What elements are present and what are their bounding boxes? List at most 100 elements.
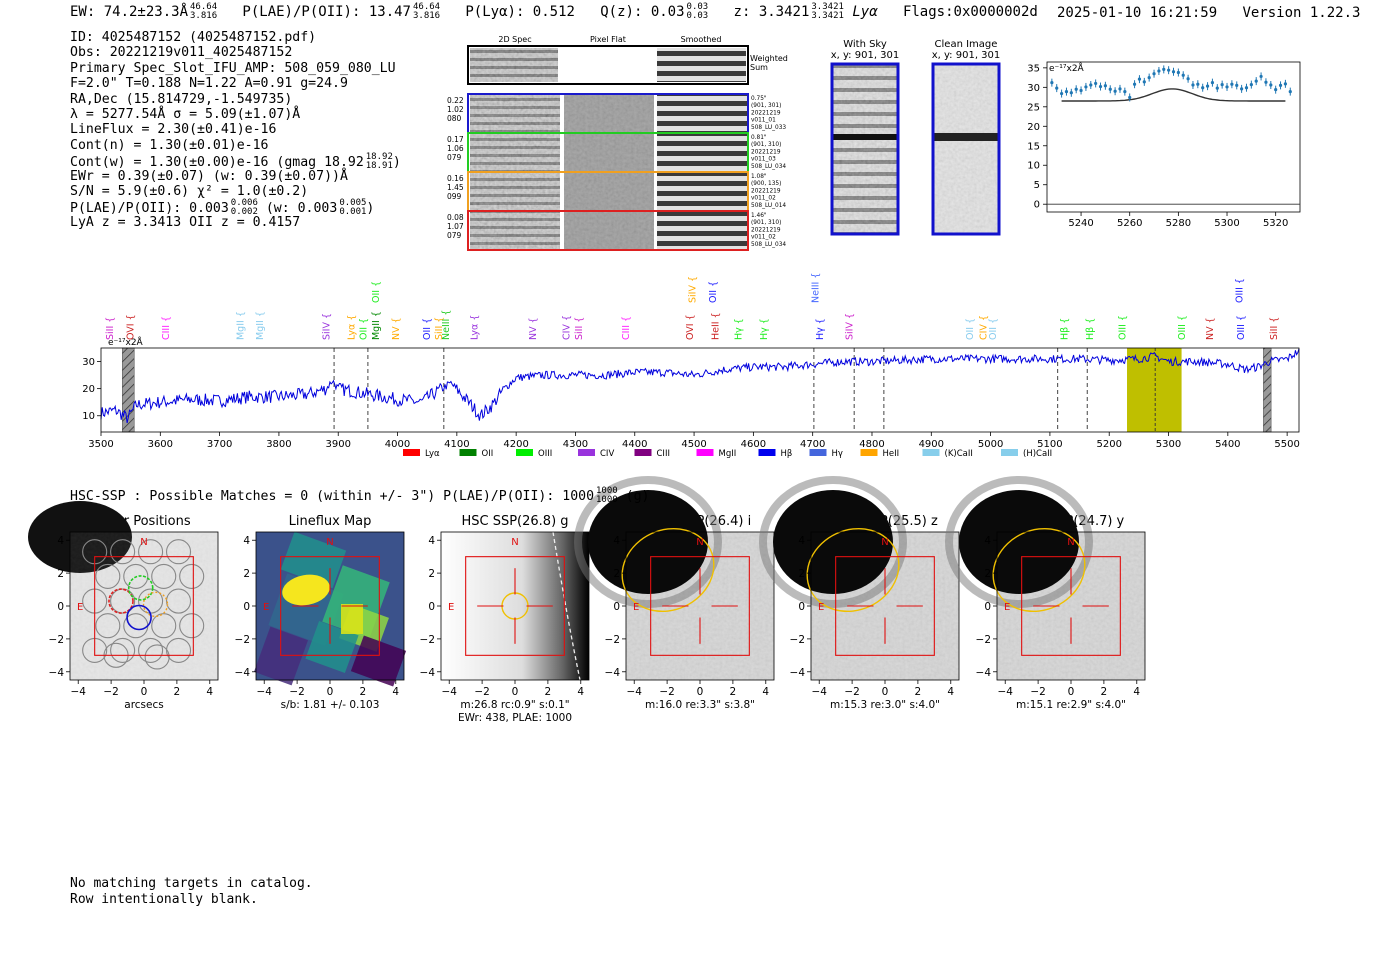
compass-east: E — [263, 602, 269, 613]
panel-xtick-label: −4 — [441, 686, 457, 698]
panel-ytick-label: −4 — [605, 667, 621, 679]
zoom-point — [1128, 95, 1132, 100]
panel-xtick-label: −2 — [103, 686, 118, 698]
fiber-circle — [151, 563, 177, 589]
galaxy-blob — [773, 490, 893, 594]
zoom-point — [1230, 82, 1234, 86]
panel-ytick-label: −2 — [790, 634, 805, 646]
cutout-right-label: v011_02 — [751, 235, 776, 241]
cutout-smoothed — [657, 134, 747, 171]
legend-swatch — [459, 449, 477, 456]
zoom-point — [1055, 86, 1059, 90]
cutout-right-label: (900, 135) — [751, 181, 781, 187]
compass-north: N — [326, 537, 333, 548]
panel-ytick-label: 4 — [243, 535, 250, 547]
panel-xtick-label: 2 — [1101, 686, 1108, 698]
galaxy-blob — [959, 490, 1079, 594]
zoom-ytick-label: 5 — [1034, 180, 1040, 191]
panel-ytick-label: 0 — [984, 601, 991, 613]
emission-line-label: CIV { — [562, 315, 573, 340]
legend-label: Hγ — [832, 449, 843, 459]
cutout-left-label: 080 — [447, 114, 462, 123]
emission-line-label: MgII { — [235, 311, 246, 340]
weighted-sum-smoothed — [657, 48, 746, 82]
panel-ytick-label: 4 — [984, 535, 991, 547]
spec-xtick-label: 4600 — [741, 439, 766, 450]
spec-xtick-label: 4100 — [444, 439, 469, 450]
fiber-red — [108, 588, 134, 614]
lineflux-peak — [282, 574, 330, 606]
detection-info: ID: 4025487152 (4025487152.pdf) Obs: 202… — [70, 30, 401, 230]
panel-ytick-label: 4 — [613, 535, 620, 547]
zoom-spectrum-chart: 5240 5260 5280 5300 5320 0 5 10 15 20 25 30 35 e⁻¹⁷x2… — [1027, 61, 1301, 229]
qz-value: Q(z): 0.03 — [600, 4, 685, 20]
zoom-point — [1264, 80, 1268, 84]
fiber-circle — [165, 637, 192, 663]
zoom-point — [1152, 72, 1156, 76]
zoom-point — [1269, 83, 1273, 87]
zoom-point — [1167, 68, 1171, 72]
legend-label: Hβ — [781, 449, 793, 459]
aperture-edge — [552, 531, 581, 681]
panel-caption: m:15.1 re:2.9" s:4.0" — [1016, 699, 1126, 711]
cutout-left-label: 0.16 — [447, 174, 464, 183]
legend-label: CIV — [600, 449, 614, 459]
info-cont-n: Cont(n) = 1.30(±0.01)e-16 — [70, 137, 269, 153]
search-box — [280, 556, 380, 656]
fiber-cutouts: 2D Spec Pixel Flat Smoothed Weighted Sum… — [447, 35, 1001, 251]
cutout-left-label: 079 — [447, 153, 462, 162]
compass-north: N — [1067, 537, 1074, 548]
col-header-2dspec: 2D Spec — [498, 35, 531, 44]
zoom-xtick-label: 5280 — [1166, 218, 1191, 229]
zoom-point — [1142, 80, 1146, 84]
cutout-right-label: 1.08" — [751, 174, 767, 180]
panel-xtick-label: −2 — [474, 686, 489, 698]
cutout-left-label: 0.22 — [447, 96, 464, 105]
panel-xtick-label: 2 — [174, 686, 181, 698]
legend-swatch — [578, 449, 595, 456]
emission-line-label: OIII { — [1117, 315, 1128, 340]
legend-swatch — [1001, 449, 1018, 456]
spectrum-legend: Lyα OII OIII CIV CIII MgII Hβ Hγ HeII (K)CaII (H)C… — [403, 449, 1052, 459]
zoom-point — [1186, 77, 1190, 81]
legend-label: CIII — [657, 449, 670, 459]
zoom-point — [1288, 90, 1292, 94]
zoom-point — [1181, 73, 1185, 77]
cutout-left-label: 1.06 — [447, 144, 464, 153]
spec-xtick-label: 3700 — [207, 439, 232, 450]
cutout-right-label: (901, 310) — [751, 220, 781, 226]
emission-line-label: SiIV { — [687, 276, 698, 303]
cutout-right-label: 0.81" — [751, 135, 767, 141]
spec-xtick-label: 5300 — [1156, 439, 1181, 450]
spectrum-frame — [100, 347, 1300, 433]
emission-line-label: Lyα { — [470, 315, 481, 340]
spec-xtick-label: 3800 — [266, 439, 291, 450]
info-fit-params: F=2.0" T=0.188 N=1.22 A=0.91 g=24.9 — [70, 76, 348, 92]
compass-north: N — [696, 537, 703, 548]
emission-line-label: OII { — [708, 281, 719, 303]
fiber-circle — [123, 563, 149, 589]
fiber-circle — [179, 613, 205, 639]
cutout-left-label: 1.45 — [447, 183, 464, 192]
emission-line-label: SiII { — [574, 317, 585, 340]
zoom-ytick-label: 15 — [1027, 141, 1040, 152]
cutout-right-label: 1.46" — [751, 213, 767, 219]
search-box — [94, 556, 194, 656]
z-line: Lyα — [852, 4, 878, 20]
zoom-point — [1157, 69, 1161, 73]
panel-xtick-label: 4 — [206, 686, 213, 698]
image-panel-1: Lineflux Map N E −4 −4 −2 −2 0 0 2 2 4 4 s/b: 1.81 +/… — [235, 514, 407, 711]
zoom-xtick-label: 5260 — [1117, 218, 1142, 229]
panel-ytick-label: 2 — [57, 568, 64, 580]
panel-ytick-label: 0 — [243, 601, 250, 613]
zoom-ytick-label: 20 — [1027, 122, 1040, 133]
panel-xtick-label: −4 — [70, 686, 86, 698]
spec-xtick-label: 4900 — [919, 439, 944, 450]
clean-image-frame — [931, 62, 1001, 236]
weighted-label-2: Sum — [750, 63, 768, 72]
info-lambda: λ = 5277.54Å σ = 5.09(±1.07)Å — [70, 106, 301, 122]
zoom-point — [1132, 82, 1137, 86]
